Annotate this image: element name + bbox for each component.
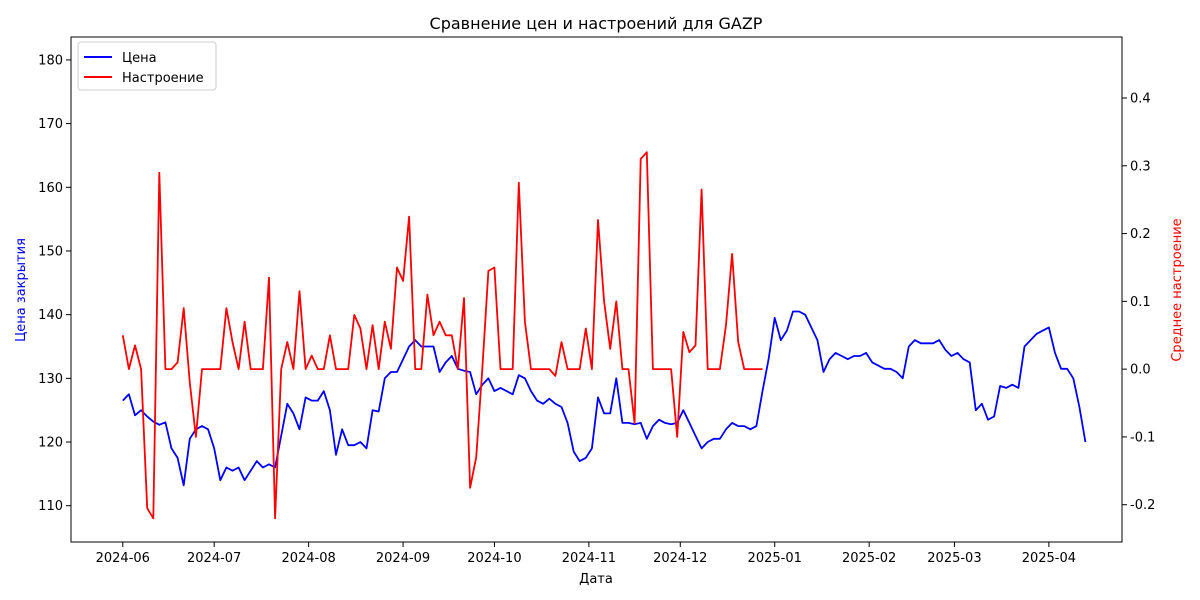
x-tick-label: 2024-10 xyxy=(467,551,521,566)
y-right-tick-label: 0.1 xyxy=(1130,295,1151,310)
y-axis-left: 110 120 130 140 150 160 170 180 xyxy=(38,53,71,514)
x-tick-label: 2024-09 xyxy=(376,551,430,566)
y-axis-left-label: Цена закрытия xyxy=(14,238,29,342)
y-right-tick-label: 0.0 xyxy=(1130,363,1151,378)
y-left-tick-label: 160 xyxy=(38,181,63,196)
plot-area xyxy=(70,36,1123,543)
legend-box xyxy=(77,41,217,91)
sentiment-series-line xyxy=(121,151,763,520)
x-tick-label: 2024-11 xyxy=(562,551,616,566)
y-left-tick-label: 150 xyxy=(38,244,63,259)
plot-frame xyxy=(70,36,1123,543)
y-left-tick-label: 180 xyxy=(38,53,63,68)
price-line-group xyxy=(122,310,1087,487)
y-left-tick-label: 130 xyxy=(38,372,63,387)
y-left-tick-label: 140 xyxy=(38,308,63,323)
x-tick-label: 2025-02 xyxy=(842,551,896,566)
y-right-tick-label: -0.1 xyxy=(1130,430,1155,445)
sentiment-line-group xyxy=(121,151,763,520)
y-axis-right-label: Среднее настроение xyxy=(1170,218,1185,361)
y-left-tick-label: 110 xyxy=(38,499,63,514)
x-tick-label: 2025-01 xyxy=(748,551,802,566)
x-tick-label: 2025-04 xyxy=(1022,551,1076,566)
y-left-tick-label: 120 xyxy=(38,436,63,451)
y-left-tick-label: 170 xyxy=(38,117,63,132)
y-right-tick-label: 0.3 xyxy=(1130,159,1151,174)
x-tick-label: 2024-06 xyxy=(96,551,150,566)
y-right-tick-label: 0.2 xyxy=(1130,227,1151,242)
legend-label-sentiment: Настроение xyxy=(122,71,204,86)
chart-title: Сравнение цен и настроений для GAZP xyxy=(430,14,763,33)
y-right-tick-label: 0.4 xyxy=(1130,92,1151,107)
y-axis-right: -0.2 -0.1 0.0 0.1 0.2 0.3 0.4 xyxy=(1122,92,1155,513)
x-axis-label: Дата xyxy=(579,572,613,587)
y-right-tick-label: -0.2 xyxy=(1130,498,1155,513)
x-tick-label: 2024-08 xyxy=(281,551,335,566)
price-series-line xyxy=(122,310,1087,487)
legend-label-price: Цена xyxy=(122,51,157,66)
x-tick-label: 2024-12 xyxy=(653,551,707,566)
x-tick-label: 2025-03 xyxy=(927,551,981,566)
x-axis: 2024-06 2024-07 2024-08 2024-09 2024-10 2024-… xyxy=(96,542,1076,566)
x-tick-label: 2024-07 xyxy=(187,551,241,566)
legend: Цена Настроение xyxy=(77,41,217,91)
